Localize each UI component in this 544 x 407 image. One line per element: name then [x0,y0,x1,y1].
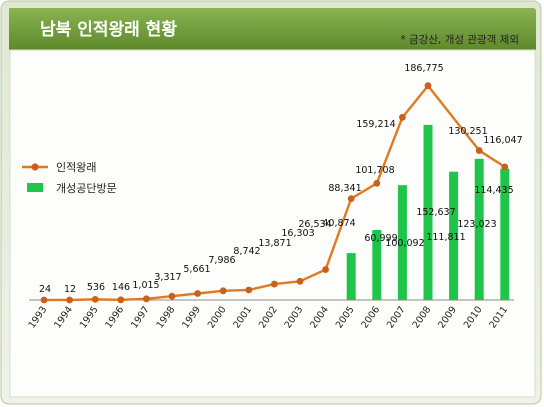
bar-label-2010: 123,023 [457,219,496,230]
data-labels: 24 12 536 146 1,0153,3175,6617,9868,74213,87… [39,63,523,295]
line-label-1998: 3,317 [154,272,181,283]
legend: 인적왕래 개성공단방문 [22,161,117,195]
bar-label-2011: 114,435 [474,185,513,196]
point-2007 [399,113,406,121]
line-label-2001: 8,742 [233,246,260,257]
line-label-2008: 186,775 [404,63,443,74]
line-label-2000: 7,986 [208,255,235,266]
point-2001 [245,286,253,294]
line-label-1996: 146 [112,282,130,293]
bar-2010 [474,158,484,300]
line-label-1995: 536 [87,282,105,293]
bar-2009 [449,171,459,300]
line-label-2002: 13,871 [258,238,291,249]
bar-series [346,124,510,300]
bar-2011 [500,168,510,300]
point-2005 [347,195,355,203]
point-2011 [501,163,509,171]
point-1996 [117,296,125,304]
point-2008 [424,82,432,90]
point-2004 [322,266,329,273]
legend-label-bar: 개성공단방문 [56,182,117,195]
point-1994 [66,296,73,304]
line-label-1993: 24 [39,284,51,295]
point-2010 [475,147,483,154]
chart-note: * 금강산, 개성 관광객 제외 [400,34,519,46]
point-1998 [168,292,176,300]
header-band [9,8,536,50]
point-1995 [91,295,99,303]
line-label-2011: 116,047 [483,135,522,146]
point-2002 [271,280,278,288]
bar-label-2008: 152,637 [416,207,455,218]
bar-2006 [372,230,382,300]
point-1993 [40,296,48,304]
legend-bar-swatch [27,183,43,192]
point-2003 [296,277,304,285]
line-series [40,82,509,304]
legend-line-marker [31,163,39,171]
line-label-2005: 88,341 [328,183,361,194]
bar-2005 [346,253,356,300]
legend-label-line: 인적왕래 [56,161,96,174]
point-1999 [194,290,202,297]
plot-panel [9,49,536,398]
bar-label-2009: 111,811 [426,232,465,243]
bar-label-2005: 40,874 [322,218,355,229]
line-label-2004: 26,534 [298,219,331,230]
bar-2008 [423,124,433,300]
line-path [43,84,506,302]
bar-label-2006: 60,999 [364,233,397,244]
chart-title: 남북 인적왕래 현황 [40,20,177,40]
line-label-2007: 159,214 [356,119,395,130]
line-label-2010: 130,251 [448,126,487,137]
line-label-1997: 1,015 [132,280,159,291]
line-label-1999: 5,661 [183,264,210,275]
point-2000 [219,287,227,295]
bar-2007 [397,185,407,300]
line-label-1994: 12 [64,284,76,295]
point-1997 [143,295,150,303]
point-2006 [373,179,381,187]
line-label-2006: 101,708 [355,165,394,176]
line-label-2003: 16,303 [281,228,314,239]
bar-label-2007: 100,092 [385,238,424,249]
